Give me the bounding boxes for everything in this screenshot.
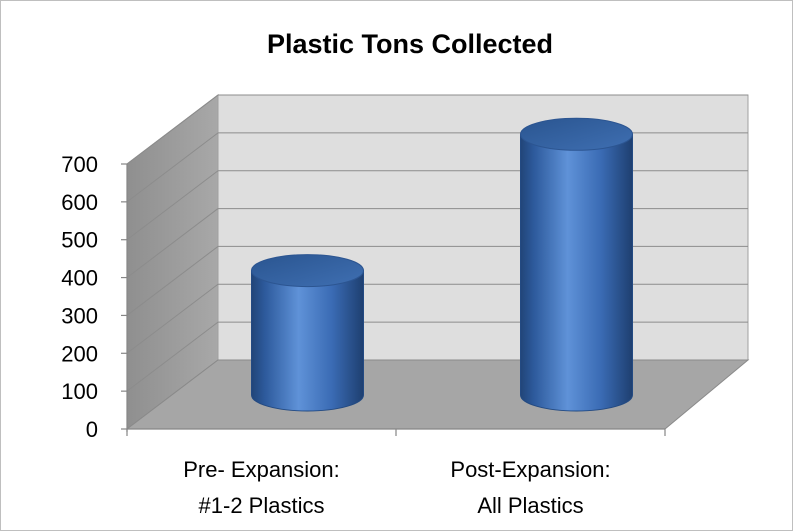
y-tick-label: 400	[61, 266, 98, 291]
category-label: All Plastics	[477, 493, 583, 518]
chart-title: Plastic Tons Collected	[267, 29, 553, 59]
category-labels: Pre- Expansion: #1-2 Plastics Post-Expansi…	[183, 457, 610, 518]
bar-body	[520, 133, 633, 412]
y-tick-label: 200	[61, 341, 98, 366]
gridline-side	[126, 132, 219, 203]
category-label: Pre- Expansion:	[183, 457, 340, 482]
x-ticks	[126, 429, 666, 436]
gridline-side	[126, 246, 219, 316]
gridline-side	[126, 321, 219, 392]
bar-top	[251, 254, 364, 288]
gridline-side	[126, 208, 219, 278]
y-tick-labels: 0 100 200 300 400 500 600 700	[61, 152, 127, 442]
gridline-side	[126, 170, 219, 241]
bar-2	[520, 117, 633, 412]
gridline-side	[126, 283, 219, 354]
bars	[251, 117, 633, 412]
y-tick-label: 300	[61, 303, 98, 328]
category-label: Post-Expansion:	[450, 457, 610, 482]
y-tick-label: 0	[86, 417, 98, 442]
y-tick-label: 500	[61, 228, 98, 253]
gridline-side	[126, 94, 219, 165]
chart-floor	[125, 359, 750, 430]
y-tick-label: 700	[61, 152, 98, 177]
bar-1	[251, 254, 364, 412]
y-tick-label: 600	[61, 190, 98, 215]
bar-top	[520, 117, 633, 151]
y-tick-label: 100	[61, 379, 98, 404]
category-label: #1-2 Plastics	[199, 493, 325, 518]
bar-body	[251, 270, 364, 412]
